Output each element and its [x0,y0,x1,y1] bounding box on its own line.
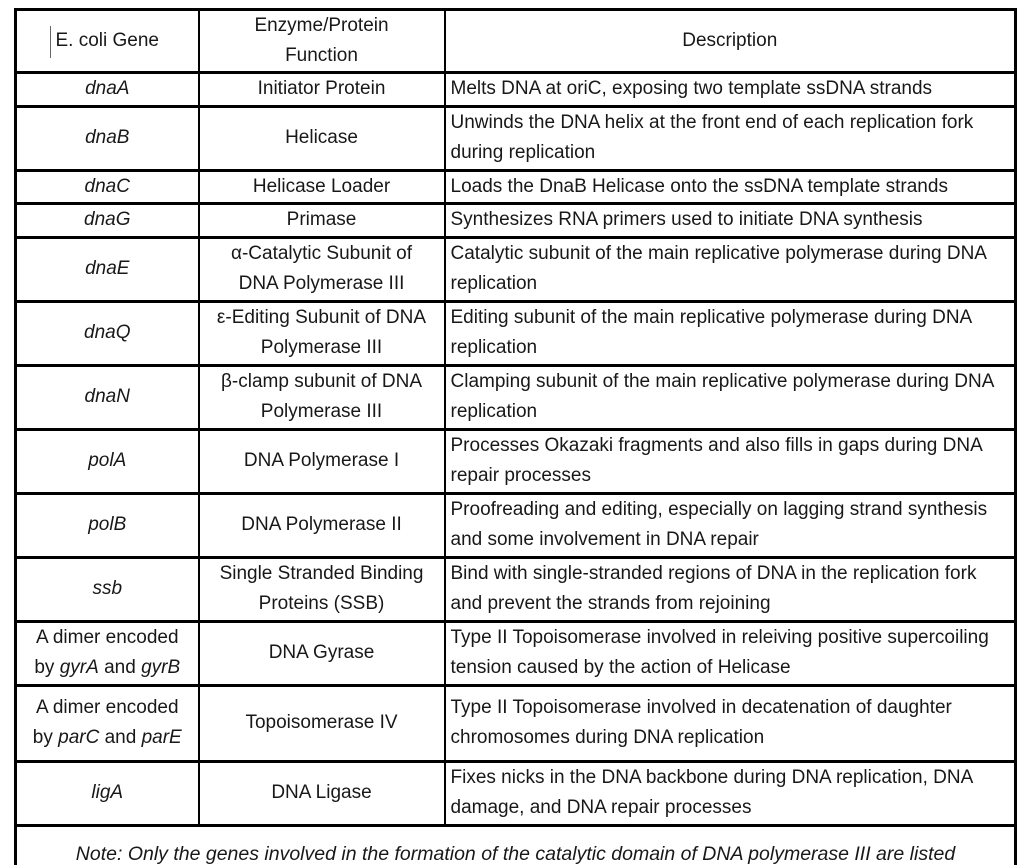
gene-cell: dnaC [14,168,200,205]
header-row: E. coli Gene Enzyme/Protein Function Des… [14,8,1017,74]
function-cell: β-clamp subunit of DNA Polymerase III [197,363,446,431]
ecoli-gene-table: E. coli Gene Enzyme/Protein Function Des… [14,8,1017,865]
table-row: dnaQ ε-Editing Subunit of DNA Polymerase … [14,299,1017,367]
gene-name: dnaN [84,386,130,407]
table-row: dnaA Initiator Protein Melts DNA at oriC, … [14,71,1017,108]
table-row: dnaC Helicase Loader Loads the DnaB Helica… [14,168,1017,205]
function-cell: Helicase [197,104,446,172]
table-row: polA DNA Polymerase I Processes Okazaki fr… [14,427,1017,495]
gene-name: parC [58,727,100,748]
table-row: dnaE α-Catalytic Subunit of DNA Polymeras… [14,235,1017,303]
gene-cell: ligA [14,759,200,827]
description-cell: Editing subunit of the main replicative … [443,299,1017,367]
description-cell: Loads the DnaB Helicase onto the ssDNA t… [443,168,1017,205]
table-row: dnaG Primase Synthesizes RNA primers used … [14,202,1017,239]
gene-name: dnaB [85,127,130,148]
description-cell: Unwinds the DNA helix at the front end o… [443,104,1017,172]
gene-name: dnaA [85,78,130,100]
function-cell: DNA Gyrase [197,619,446,687]
header-gene: E. coli Gene [14,8,200,74]
table-note: Note: Only the genes involved in the for… [14,823,1017,865]
gene-cell: A dimer encoded by gyrA and gyrB [14,619,200,687]
table-row: A dimer encoded by parC and parE Topoisome… [14,683,1017,763]
gene-text: A dimer encoded [35,697,179,718]
description-cell: Melts DNA at oriC, exposing two template… [443,71,1017,108]
table-row: ligA DNA Ligase Fixes nicks in the DNA bac… [14,759,1017,827]
header-gene-label: E. coli Gene [55,30,160,51]
description-cell: Processes Okazaki fragments and also fil… [443,427,1017,495]
gene-cell: dnaN [14,363,200,431]
gene-text: and [98,657,142,678]
gene-text: and [99,727,142,748]
table-row: dnaB Helicase Unwinds the DNA helix at the… [14,104,1017,172]
description-cell: Type II Topoisomerase involved in releiv… [443,619,1017,687]
note-row: Note: Only the genes involved in the for… [14,823,1017,865]
gene-name: polA [88,450,127,471]
gene-cell: polB [14,491,200,559]
gene-cell: dnaE [14,235,200,303]
function-cell: Helicase Loader [197,168,446,205]
description-cell: Type II Topoisomerase involved in decate… [443,683,1017,763]
gene-text: by [34,657,60,678]
description-cell: Synthesizes RNA primers used to initiate… [443,202,1017,239]
function-cell: ε-Editing Subunit of DNA Polymerase III [197,299,446,367]
gene-text: by [32,727,59,748]
description-cell: Proofreading and editing, especially on … [443,491,1017,559]
gene-name: polB [88,514,127,535]
gene-name: gyrB [141,657,181,678]
description-cell: Clamping subunit of the main replicative… [443,363,1017,431]
table-row: ssb Single Stranded Binding Proteins (SSB… [14,555,1017,623]
function-cell: DNA Polymerase II [197,491,446,559]
gene-cell: A dimer encoded by parC and parE [14,683,200,763]
table-row: polB DNA Polymerase II Proofreading and ed… [14,491,1017,559]
function-cell: Topoisomerase IV [197,683,446,763]
table-row: dnaN β-clamp subunit of DNA Polymerase II… [14,363,1017,431]
gene-name: dnaE [85,258,130,279]
text-cursor-caret [50,26,51,58]
function-cell: DNA Polymerase I [197,427,446,495]
description-cell: Bind with single-stranded regions of DNA… [443,555,1017,623]
gene-cell: ssb [14,555,200,623]
description-cell: Fixes nicks in the DNA backbone during D… [443,759,1017,827]
gene-name: dnaQ [84,322,131,343]
gene-name: ssb [92,578,123,599]
gene-name: gyrA [59,657,99,678]
function-cell: α-Catalytic Subunit of DNA Polymerase II… [197,235,446,303]
description-cell: Catalytic subunit of the main replicativ… [443,235,1017,303]
gene-name: dnaG [84,209,131,231]
gene-cell: dnaG [14,202,200,239]
header-description: Description [443,8,1017,74]
function-cell: DNA Ligase [197,759,446,827]
gene-name: dnaC [84,175,130,197]
function-cell: Single Stranded Binding Proteins (SSB) [197,555,446,623]
gene-text: A dimer encoded [35,627,179,648]
gene-cell: dnaA [14,71,200,108]
gene-name: parE [141,727,182,748]
gene-name: ligA [91,782,124,803]
gene-cell: dnaB [14,104,200,172]
function-cell: Initiator Protein [197,71,446,108]
header-function: Enzyme/Protein Function [197,8,446,74]
gene-cell: dnaQ [14,299,200,367]
gene-cell: polA [14,427,200,495]
function-cell: Primase [197,202,446,239]
table-body: dnaA Initiator Protein Melts DNA at oriC, … [14,71,1017,827]
table-row: A dimer encoded by gyrA and gyrB DNA Gyras… [14,619,1017,687]
